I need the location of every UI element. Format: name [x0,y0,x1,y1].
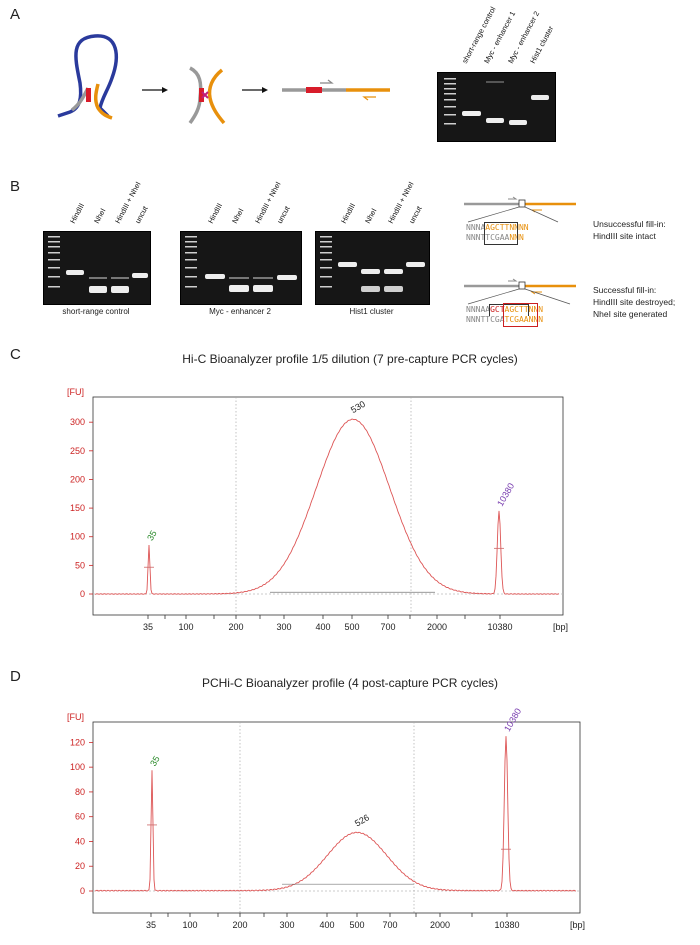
linear-red [306,87,322,93]
y-axis-label: [FU] [67,712,84,722]
marker-peak-label-low: 35 [145,529,159,543]
x-tick-label: 700 [380,622,395,632]
chart-c-title: Hi-C Bioanalyzer profile 1/5 dilution (7… [182,352,518,366]
hindiii-box-successful [489,304,529,316]
x-axis-label: [bp] [553,622,568,632]
x-axis-label: [bp] [570,920,585,930]
y-tick-label: 100 [70,532,85,542]
gel-b1 [43,231,151,305]
x-tick-label: 35 [146,920,156,930]
y-tick-label: 0 [80,886,85,896]
successful-line3: NheI site generated [593,309,668,319]
x-tick-label: 10380 [494,920,519,930]
gel-b1-lane-4: uncut [133,204,150,225]
chart-c: [FU] 0 50 100 150 200 250 300 35 100 200 300 400 500 7… [67,387,568,632]
y-tick-label: 120 [70,737,85,747]
fill-in-schematic-successful [464,278,576,305]
y-tick-label: 100 [70,762,85,772]
x-tick-label: 200 [232,920,247,930]
x-tick-label: 35 [143,622,153,632]
gel-b1-caption: short-range control [62,307,130,316]
x-tick-label: 100 [178,622,193,632]
y-tick-label: 80 [75,787,85,797]
x-tick-label: 400 [315,622,330,632]
y-tick-label: 60 [75,812,85,822]
successful-line1: Successful fill-in: [593,285,657,295]
y-tick-label: 50 [75,560,85,570]
x-tick-label: 700 [382,920,397,930]
junction-orange [207,68,226,125]
marker-peak-label-low: 35 [148,754,162,768]
panel-b-letter: B [10,178,21,195]
y-tick-label: 150 [70,503,85,513]
gel-b1-lane-2: NheI [92,206,108,225]
seq-successful-bottom: NNNTTCGATCGAANNN [466,315,544,324]
unsuccessful-line1: Unsuccessful fill-in: [593,219,666,229]
primer-reverse [362,96,376,101]
band-myc-enh1 [486,118,504,123]
x-tick-label: 200 [228,622,243,632]
y-tick-label: 250 [70,446,85,456]
x-tick-label: 400 [319,920,334,930]
x-tick-label: 300 [279,920,294,930]
panel-d-letter: D [10,668,21,685]
hindiii-box-unsuccessful [484,222,518,245]
chart-d: [FU] 0 20 40 60 80 100 120 35 100 200 300 400 500 700 2… [67,707,585,930]
seq-unsuccessful-bottom: NNNTTCGAANNN [466,233,524,242]
x-tick-label: 500 [349,920,364,930]
fill-in-schematic-unsuccessful [464,196,576,223]
band-short-range [462,111,481,116]
panel-a-letter: A [10,6,21,23]
gel-b3-lane-4: uncut [407,204,424,225]
y-tick-label: 20 [75,861,85,871]
y-axis-label: [FU] [67,387,84,397]
chromatin-loop-blue [57,34,119,118]
nhei-box-successful [503,303,538,327]
x-tick-label: 2000 [427,622,447,632]
gel-b3 [315,231,430,305]
gel-b2-lane-4: uncut [275,204,292,225]
ligation-site-red [86,88,91,102]
gel-b2-lane-2: NheI [230,206,246,225]
y-tick-label: 40 [75,836,85,846]
unsuccessful-text: Unsuccessful fill-in: HindIII site intac… [593,218,666,242]
gel-b2-caption: Myc - enhancer 2 [209,307,271,316]
y-tick-label: 200 [70,474,85,484]
gel-b3-caption: Hist1 cluster [349,307,394,316]
x-tick-label: 500 [344,622,359,632]
chart-d-title: PCHi-C Bioanalyzer profile (4 post-captu… [201,676,499,690]
band-hist1 [531,95,549,100]
loop-diagram [57,34,390,125]
gel-b3-lane-2: NheI [363,206,379,225]
y-tick-label: 300 [70,417,85,427]
chromatin-loop-orange [93,83,113,120]
successful-line2: HindIII site destroyed; [593,297,676,307]
main-peak-label: 530 [349,399,367,415]
successful-text: Successful fill-in: HindIII site destroy… [593,284,675,320]
seq-successful-top: NNNAAGCTAGCTTNNN [466,305,544,314]
panel-c-letter: C [10,346,21,363]
trace-line [94,418,560,595]
gel-b3-lane-1: HindIII [339,201,358,225]
plot-frame [92,396,564,616]
x-tick-label: 10380 [487,622,512,632]
x-tick-label: 2000 [430,920,450,930]
band-myc-enh2 [509,120,527,125]
marker-peak-label-high: 10380 [502,707,523,734]
plot-frame [92,721,581,914]
marker-peak-label-high: 10380 [495,481,516,508]
x-tick-label: 100 [182,920,197,930]
gel-b2-lane-1: HindIII [206,201,225,225]
y-tick-label: 0 [80,589,85,599]
gel-panel-a [437,72,556,142]
main-peak-label: 526 [353,812,371,828]
gel-b2 [180,231,302,305]
junction-red [199,88,204,102]
primer-forward [320,79,334,84]
gel-b1-lane-1: HindIII [68,201,87,225]
trace-line [94,736,577,892]
seq-unsuccessful-top: NNNAAGCTTNNNN [466,223,529,232]
unsuccessful-line2: HindIII site intact [593,231,656,241]
x-tick-label: 300 [276,622,291,632]
